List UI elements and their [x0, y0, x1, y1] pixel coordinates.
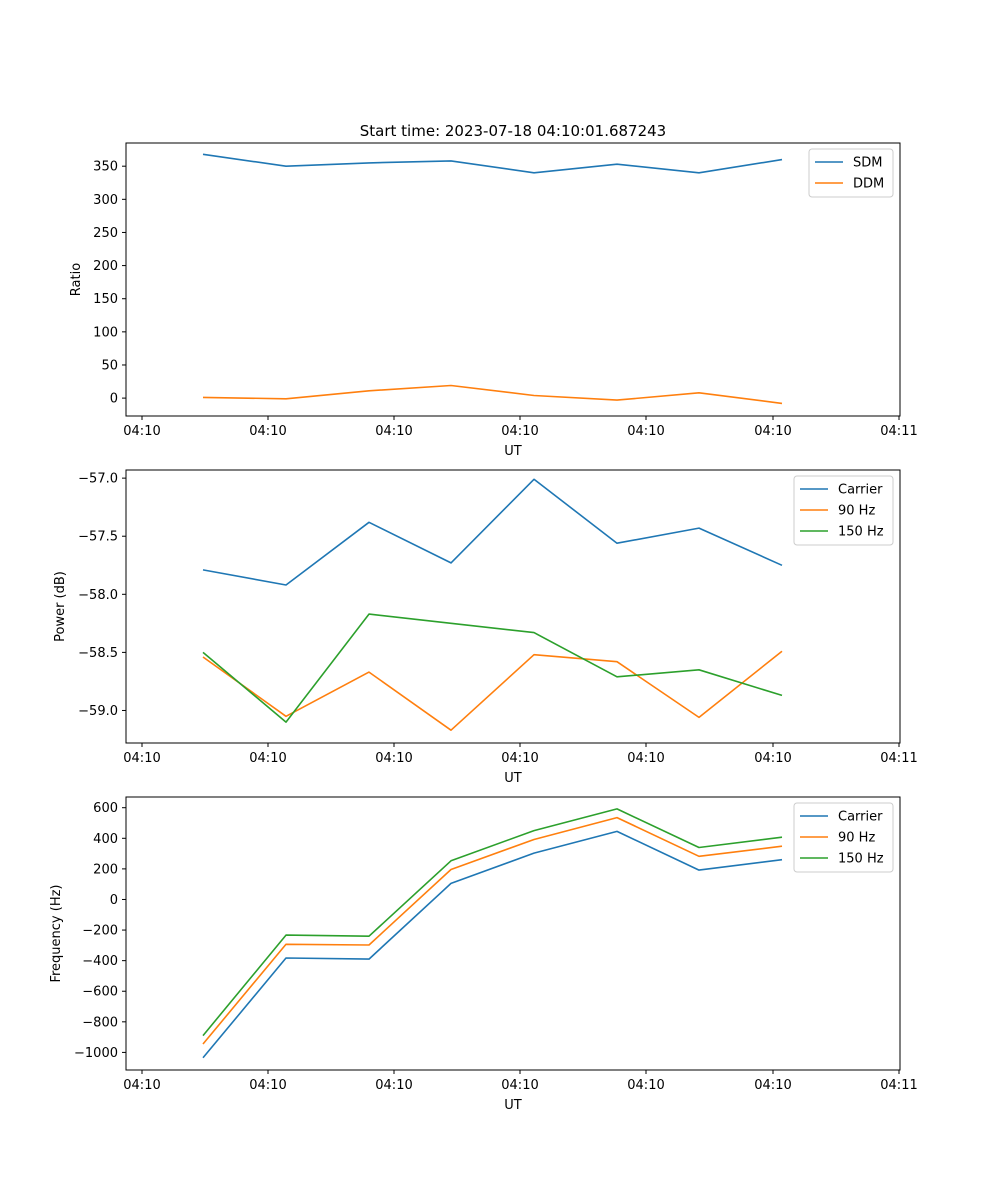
- legend-label: 150 Hz: [838, 852, 884, 867]
- y-tick-label: 200: [93, 259, 118, 274]
- series-line-150-hz: [202, 808, 783, 1037]
- x-tick-label: 04:10: [501, 751, 538, 766]
- y-axis-label: Ratio: [69, 263, 84, 296]
- axes-frame: [125, 142, 901, 417]
- x-tick-label: 04:10: [501, 1078, 538, 1093]
- y-tick-label: −400: [82, 954, 118, 969]
- x-tick-label: 04:10: [375, 424, 412, 439]
- x-tick-label: 04:11: [880, 751, 917, 766]
- x-tick-label: 04:10: [249, 424, 286, 439]
- y-tick-label: 400: [93, 832, 118, 847]
- chart-panel-2: 04:10 04:10 04:10 04:10 04:10 04:10 04:11 −59.0…: [53, 469, 918, 786]
- legend-box: [793, 802, 894, 873]
- y-tick-label: −57.0: [78, 472, 118, 487]
- x-tick-label: 04:10: [754, 424, 791, 439]
- y-tick-label: 300: [93, 193, 118, 208]
- chart-panel-3: 04:10 04:10 04:10 04:10 04:10 04:10 04:11 −1000…: [49, 796, 918, 1113]
- x-tick-label: 04:10: [754, 751, 791, 766]
- y-axis-label: Frequency (Hz): [49, 884, 64, 982]
- series-line-carrier: [202, 830, 783, 1059]
- y-tick-label: −800: [82, 1015, 118, 1030]
- series-line-90-hz: [202, 816, 783, 1045]
- legend-box: [793, 475, 894, 546]
- x-tick-label: 04:10: [501, 424, 538, 439]
- x-tick-label: 04:10: [123, 424, 160, 439]
- y-axis-label: Power (dB): [53, 571, 68, 642]
- legend-box: [808, 148, 894, 198]
- y-tick-label: −58.5: [78, 646, 118, 661]
- series-line-sdm: [202, 153, 783, 174]
- y-tick-label: −200: [82, 924, 118, 939]
- x-axis-label: UT: [504, 1098, 522, 1113]
- x-tick-label: 04:10: [627, 1078, 664, 1093]
- x-axis-label: UT: [504, 771, 522, 786]
- legend-label: 90 Hz: [838, 504, 875, 519]
- x-tick-label: 04:10: [123, 1078, 160, 1093]
- legend: SDM DDM: [808, 148, 894, 198]
- y-tick-label: −58.0: [78, 588, 118, 603]
- x-tick-label: 04:10: [754, 1078, 791, 1093]
- x-tick-label: 04:10: [375, 1078, 412, 1093]
- y-tick-label: 0: [110, 893, 118, 908]
- y-tick-label: 0: [110, 392, 118, 407]
- figure-title: Start time: 2023-07-18 04:10:01.687243: [360, 122, 666, 140]
- series-line-150-hz: [202, 613, 783, 723]
- y-tick-label: −600: [82, 985, 118, 1000]
- y-tick-label: 100: [93, 325, 118, 340]
- legend: Carrier 90 Hz 150 Hz: [793, 475, 894, 546]
- chart-panel-1: 04:10 04:10 04:10 04:10 04:10 04:10 04:11 0 50 10…: [69, 142, 918, 459]
- x-tick-label: 04:10: [123, 751, 160, 766]
- y-tick-label: −59.0: [78, 704, 118, 719]
- y-tick-label: 600: [93, 801, 118, 816]
- x-tick-label: 04:11: [880, 1078, 917, 1093]
- legend-label: 150 Hz: [838, 525, 884, 540]
- x-axis-label: UT: [504, 444, 522, 459]
- x-tick-label: 04:10: [249, 1078, 286, 1093]
- y-tick-label: −57.5: [78, 530, 118, 545]
- x-tick-label: 04:11: [880, 424, 917, 439]
- series-line-90-hz: [202, 650, 783, 732]
- series-line-ddm: [202, 384, 783, 405]
- y-tick-label: 250: [93, 226, 118, 241]
- x-tick-label: 04:10: [627, 424, 664, 439]
- y-tick-label: 50: [101, 358, 118, 373]
- y-tick-label: 350: [93, 160, 118, 175]
- x-tick-label: 04:10: [249, 751, 286, 766]
- axes-frame: [125, 796, 901, 1071]
- legend-label: DDM: [853, 177, 884, 192]
- legend: Carrier 90 Hz 150 Hz: [793, 802, 894, 873]
- y-tick-label: 150: [93, 292, 118, 307]
- legend-label: Carrier: [838, 810, 883, 825]
- y-tick-label: −1000: [74, 1046, 118, 1061]
- legend-label: Carrier: [838, 483, 883, 498]
- series-line-carrier: [202, 478, 783, 586]
- legend-label: SDM: [853, 156, 882, 171]
- y-tick-label: 200: [93, 862, 118, 877]
- x-tick-label: 04:10: [627, 751, 664, 766]
- x-tick-label: 04:10: [375, 751, 412, 766]
- axes-frame: [125, 469, 901, 744]
- legend-label: 90 Hz: [838, 831, 875, 846]
